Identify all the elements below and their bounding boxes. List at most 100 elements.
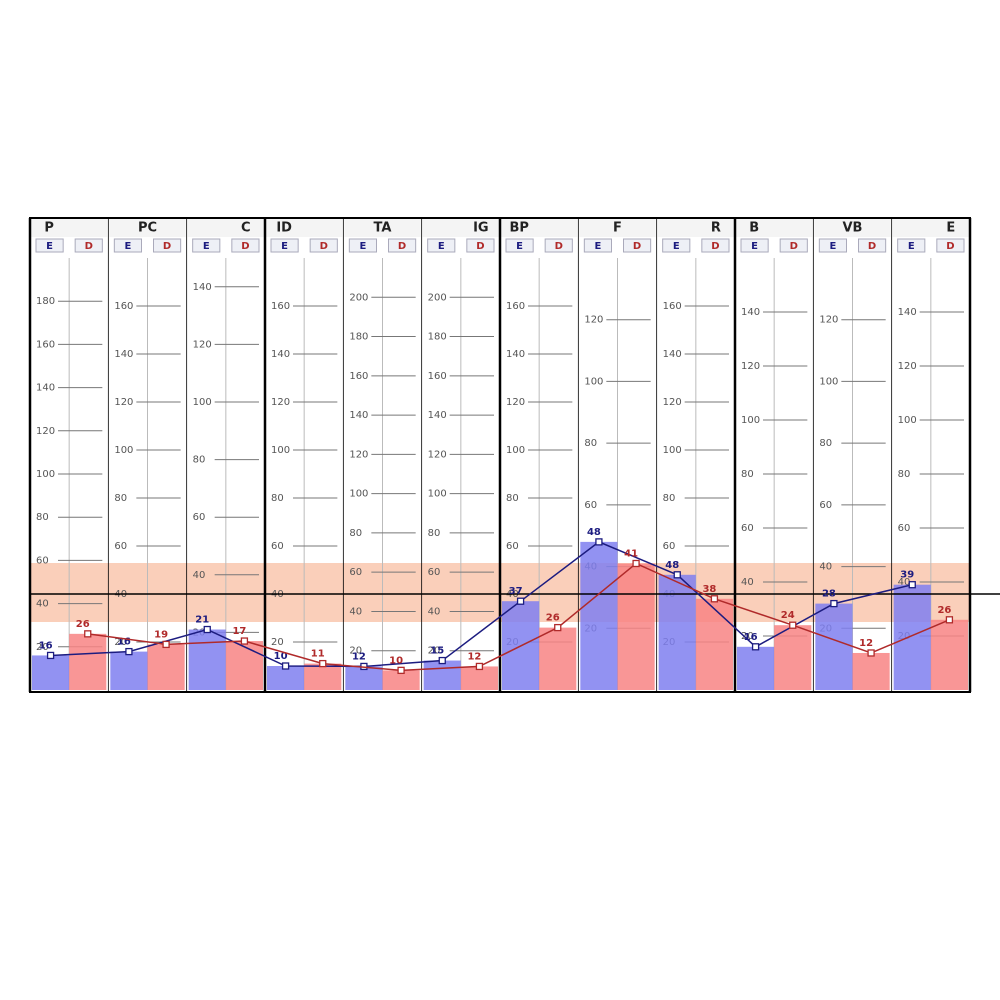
y-tick-label: 140	[506, 349, 525, 360]
value-label: 10	[274, 651, 288, 662]
series-button	[858, 238, 887, 253]
y-tick-label: 60	[584, 500, 597, 511]
series-button-label: E	[203, 241, 210, 252]
value-label: 12	[859, 638, 873, 649]
series-button	[623, 238, 652, 253]
value-label: 12	[467, 651, 481, 662]
y-tick-label: 60	[898, 523, 911, 534]
column-header: ID	[276, 221, 292, 236]
column-header: IG	[473, 221, 489, 236]
y-tick-label: 80	[349, 528, 362, 539]
y-tick-label: 160	[663, 301, 682, 312]
header-bg	[579, 219, 656, 237]
y-tick-label: 20	[349, 646, 362, 657]
point-marker	[125, 647, 133, 656]
series-button-label: D	[320, 241, 328, 252]
point-marker	[240, 637, 249, 645]
point-marker	[632, 559, 640, 568]
series-button	[348, 238, 378, 253]
column-header: R	[711, 221, 721, 236]
y-tick-label: 60	[193, 512, 206, 523]
y-tick-label: 60	[741, 523, 754, 534]
series-button	[153, 238, 182, 253]
y-tick-label: 140	[36, 383, 55, 394]
series-button-label: D	[790, 241, 798, 252]
y-tick-label: 40	[193, 570, 206, 581]
series-button	[309, 238, 338, 253]
value-label: 10	[389, 655, 403, 666]
y-tick-label: 120	[584, 315, 603, 326]
y-tick-label: 140	[193, 282, 212, 293]
header-bg	[31, 219, 108, 237]
series-button	[466, 238, 495, 253]
series-button-label: E	[281, 241, 288, 252]
bar	[225, 641, 263, 690]
y-tick-label: 80	[506, 493, 519, 504]
y-tick-label: 140	[898, 307, 917, 318]
y-tick-label: 200	[428, 292, 447, 303]
y-tick-label: 180	[428, 332, 447, 343]
series-button-label: D	[476, 241, 484, 252]
y-tick-label: 80	[663, 493, 676, 504]
bar	[32, 655, 70, 690]
series-button-label: E	[673, 241, 680, 252]
y-tick-label: 120	[271, 397, 290, 408]
header-bg	[187, 219, 264, 237]
y-tick-label: 80	[898, 469, 911, 480]
series-button	[192, 238, 221, 253]
point-marker	[751, 643, 760, 651]
y-tick-label: 20	[428, 646, 441, 657]
bar	[815, 603, 853, 690]
header-bg	[109, 219, 186, 237]
value-label: 48	[665, 560, 679, 571]
y-tick-label: 60	[271, 541, 284, 552]
series-button	[701, 238, 730, 253]
y-tick-label: 60	[114, 541, 127, 552]
bar	[423, 660, 461, 690]
point-marker	[203, 625, 211, 634]
y-tick-label: 80	[271, 493, 284, 504]
bar	[110, 651, 148, 690]
value-label: 21	[195, 615, 209, 626]
y-tick-label: 80	[114, 493, 127, 504]
value-label: 24	[781, 610, 795, 621]
header-bg	[892, 219, 969, 237]
y-tick-label: 80	[819, 438, 832, 449]
point-marker	[397, 666, 405, 675]
y-tick-label: 100	[271, 445, 290, 456]
series-button	[113, 238, 143, 253]
point-marker	[84, 630, 92, 638]
point-marker	[908, 581, 916, 589]
y-tick-label: 60	[349, 567, 362, 578]
y-tick-label: 80	[741, 469, 754, 480]
series-button	[231, 238, 260, 253]
bar	[539, 627, 577, 690]
y-tick-label: 100	[819, 376, 838, 387]
value-label: 38	[702, 584, 716, 595]
y-tick-label: 120	[506, 397, 525, 408]
value-label: 26	[76, 619, 90, 630]
point-marker	[830, 599, 838, 608]
y-tick-label: 60	[506, 541, 519, 552]
point-marker	[516, 597, 525, 605]
bar	[852, 652, 890, 690]
column-header: F	[613, 221, 622, 236]
bar	[147, 644, 185, 690]
y-tick-label: 140	[114, 349, 133, 360]
series-button-label: D	[868, 241, 876, 252]
point-marker	[162, 640, 170, 649]
y-tick-label: 160	[349, 371, 368, 382]
y-tick-label: 100	[584, 376, 603, 387]
point-marker	[673, 571, 681, 579]
y-tick-label: 60	[663, 541, 676, 552]
y-tick-label: 120	[349, 449, 368, 460]
value-label: 17	[232, 626, 246, 637]
y-tick-label: 200	[349, 292, 368, 303]
header-bg	[422, 219, 499, 237]
y-tick-label: 100	[36, 469, 55, 480]
y-tick-label: 40	[898, 577, 911, 588]
y-tick-label: 60	[819, 500, 832, 511]
y-tick-label: 140	[271, 349, 290, 360]
y-tick-label: 120	[663, 397, 682, 408]
value-label: 26	[937, 605, 951, 616]
